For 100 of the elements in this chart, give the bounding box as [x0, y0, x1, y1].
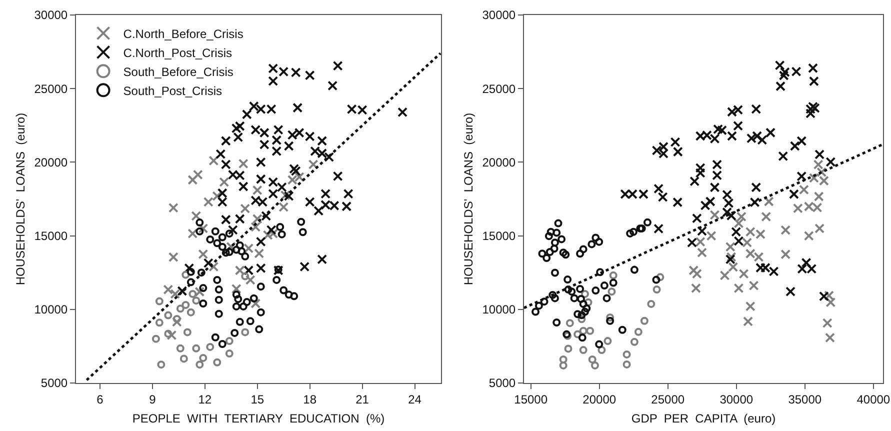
- x-tick-label: 30000: [720, 392, 754, 406]
- point: [550, 238, 559, 247]
- point: [550, 244, 558, 253]
- x-tick-label: 18: [303, 392, 317, 406]
- point: [236, 318, 244, 326]
- point: [652, 286, 661, 294]
- point: [176, 304, 184, 313]
- point: [566, 319, 574, 328]
- point: [728, 262, 738, 272]
- point: [640, 316, 648, 325]
- point: [588, 355, 596, 364]
- point: [308, 159, 318, 170]
- point: [592, 234, 600, 242]
- point: [252, 185, 262, 196]
- point: [188, 290, 197, 298]
- point: [231, 284, 242, 294]
- point: [745, 301, 756, 312]
- point: [780, 225, 791, 236]
- point: [236, 241, 244, 250]
- point: [738, 268, 749, 279]
- x-tick-label: 20000: [582, 392, 616, 406]
- point: [180, 354, 188, 363]
- point: [208, 262, 219, 272]
- point: [725, 242, 736, 252]
- point: [256, 282, 265, 291]
- point: [542, 254, 551, 262]
- point: [706, 230, 716, 241]
- point: [234, 265, 245, 276]
- point: [226, 242, 236, 252]
- point: [186, 308, 195, 316]
- point: [278, 230, 286, 238]
- y-tick-label: 30000: [34, 8, 68, 22]
- point: [798, 184, 809, 195]
- point: [554, 219, 562, 228]
- point: [168, 202, 178, 213]
- point: [826, 297, 836, 308]
- point: [579, 245, 588, 254]
- point: [290, 292, 298, 300]
- point: [225, 230, 234, 238]
- point: [206, 342, 214, 351]
- point: [192, 344, 200, 352]
- point: [532, 308, 540, 316]
- point: [250, 298, 261, 309]
- point: [284, 290, 293, 299]
- point: [558, 235, 566, 244]
- point: [155, 318, 164, 327]
- point: [203, 196, 214, 207]
- point: [734, 218, 744, 228]
- point: [278, 202, 289, 212]
- point: [182, 270, 190, 279]
- point: [157, 360, 166, 369]
- point: [198, 249, 208, 260]
- point: [824, 290, 834, 301]
- point: [595, 340, 604, 348]
- point: [225, 337, 234, 346]
- point: [172, 316, 182, 327]
- point: [274, 266, 282, 274]
- point: [814, 223, 825, 234]
- point: [813, 160, 824, 170]
- point: [710, 210, 720, 220]
- point: [629, 228, 638, 236]
- x-tick-label: 35000: [788, 392, 822, 406]
- y-tick-label: 25000: [482, 82, 516, 96]
- point: [688, 265, 699, 276]
- legend-label: C.North_Post_Crisis: [123, 46, 232, 60]
- point: [194, 286, 205, 297]
- point: [298, 228, 307, 236]
- point: [550, 294, 559, 302]
- point: [242, 298, 251, 306]
- point: [764, 196, 774, 206]
- y-tick-label: 10000: [482, 302, 516, 317]
- y-tick-label: 15000: [482, 229, 516, 243]
- point: [578, 334, 586, 342]
- point: [780, 249, 791, 260]
- point: [743, 316, 754, 326]
- point: [822, 318, 832, 328]
- point: [218, 233, 226, 242]
- point: [297, 218, 306, 226]
- point: [196, 227, 204, 236]
- point: [564, 276, 572, 284]
- point: [546, 248, 554, 256]
- point: [596, 268, 604, 276]
- point: [232, 246, 240, 254]
- y-axis-title: HOUSEHOLDS' LOANS (euro): [14, 112, 28, 286]
- point: [630, 266, 638, 274]
- point: [219, 177, 230, 188]
- point: [212, 191, 222, 202]
- x-tick-label: 40000: [856, 392, 890, 406]
- point: [584, 298, 592, 306]
- point: [576, 284, 584, 293]
- point: [574, 310, 582, 318]
- point: [188, 174, 198, 185]
- point: [196, 360, 204, 369]
- point: [692, 268, 702, 279]
- point: [656, 273, 664, 282]
- x-axis-title: PEOPLE WITH TERTIARY EDUCATION (%): [132, 411, 385, 426]
- point: [550, 268, 559, 277]
- point: [609, 271, 618, 280]
- point: [579, 326, 588, 335]
- point: [695, 236, 706, 247]
